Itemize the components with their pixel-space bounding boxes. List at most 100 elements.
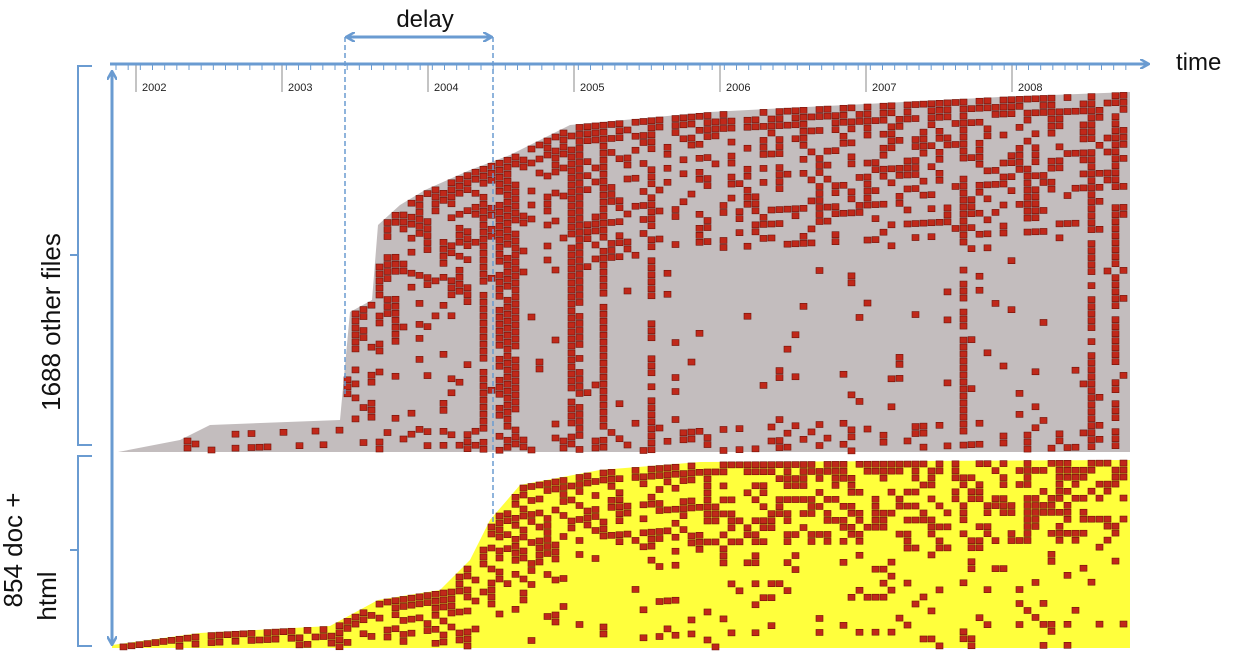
event — [591, 492, 600, 499]
event — [791, 552, 800, 559]
event — [543, 529, 552, 536]
event — [511, 195, 520, 203]
event — [1015, 390, 1024, 397]
event — [1063, 192, 1072, 199]
event — [1031, 130, 1040, 138]
event — [423, 323, 432, 330]
event — [1055, 115, 1064, 123]
event — [703, 119, 712, 126]
event — [687, 616, 696, 624]
event — [647, 278, 656, 286]
event — [871, 117, 880, 124]
event — [1111, 260, 1120, 267]
event — [1015, 166, 1024, 173]
event — [735, 538, 744, 546]
event — [975, 104, 984, 112]
event — [711, 643, 720, 651]
event — [783, 170, 792, 178]
event — [839, 118, 848, 126]
event — [687, 120, 696, 128]
event — [623, 245, 632, 253]
event — [759, 524, 768, 532]
event — [687, 190, 696, 198]
event — [639, 606, 648, 614]
event — [935, 586, 944, 594]
event — [775, 171, 784, 178]
event — [1111, 435, 1120, 442]
event — [575, 159, 584, 166]
event — [559, 444, 568, 452]
event — [623, 161, 632, 169]
event — [1055, 234, 1064, 242]
event — [719, 447, 728, 454]
event — [791, 422, 800, 430]
event — [495, 320, 504, 328]
event — [247, 430, 256, 437]
event — [695, 155, 704, 162]
event — [1087, 487, 1096, 495]
event — [519, 533, 528, 541]
event — [815, 468, 824, 475]
event — [703, 496, 712, 504]
event — [359, 327, 368, 334]
event — [671, 115, 680, 122]
event — [487, 225, 496, 233]
event — [543, 207, 552, 215]
event — [511, 391, 520, 399]
event — [783, 482, 792, 489]
event — [695, 532, 704, 539]
event — [711, 538, 720, 546]
event — [567, 258, 576, 266]
event — [511, 606, 520, 613]
event — [631, 537, 640, 544]
event — [1031, 495, 1040, 502]
event — [527, 187, 536, 195]
event — [847, 482, 856, 489]
event — [567, 195, 576, 203]
event — [647, 500, 656, 508]
event — [599, 422, 608, 430]
event — [919, 429, 928, 437]
event — [903, 437, 912, 445]
event — [375, 291, 384, 299]
event — [687, 476, 696, 484]
event — [967, 105, 976, 112]
event — [647, 264, 656, 272]
event — [511, 440, 520, 448]
event — [375, 368, 384, 376]
event — [383, 626, 392, 634]
event — [1055, 430, 1064, 438]
event — [687, 134, 696, 142]
event — [887, 109, 896, 117]
event — [567, 328, 576, 336]
event — [559, 136, 568, 144]
event — [1103, 459, 1112, 467]
event — [847, 524, 856, 531]
event — [1087, 93, 1096, 100]
event — [999, 460, 1008, 467]
event — [599, 380, 608, 388]
event — [1007, 110, 1016, 117]
event — [911, 311, 920, 318]
event — [967, 154, 976, 161]
event — [583, 263, 592, 271]
event — [919, 635, 928, 643]
event — [1119, 267, 1128, 274]
event — [767, 468, 776, 475]
event — [895, 502, 904, 510]
event — [751, 496, 760, 504]
event — [943, 523, 952, 531]
event — [671, 547, 680, 555]
event — [783, 121, 792, 129]
event — [959, 343, 968, 351]
event — [567, 517, 576, 525]
event — [783, 107, 792, 115]
event — [1055, 530, 1064, 537]
event — [1055, 474, 1064, 481]
event — [807, 428, 816, 436]
event — [479, 214, 488, 222]
event — [655, 123, 664, 131]
event — [1111, 92, 1120, 99]
event — [927, 142, 936, 150]
event — [599, 212, 608, 220]
